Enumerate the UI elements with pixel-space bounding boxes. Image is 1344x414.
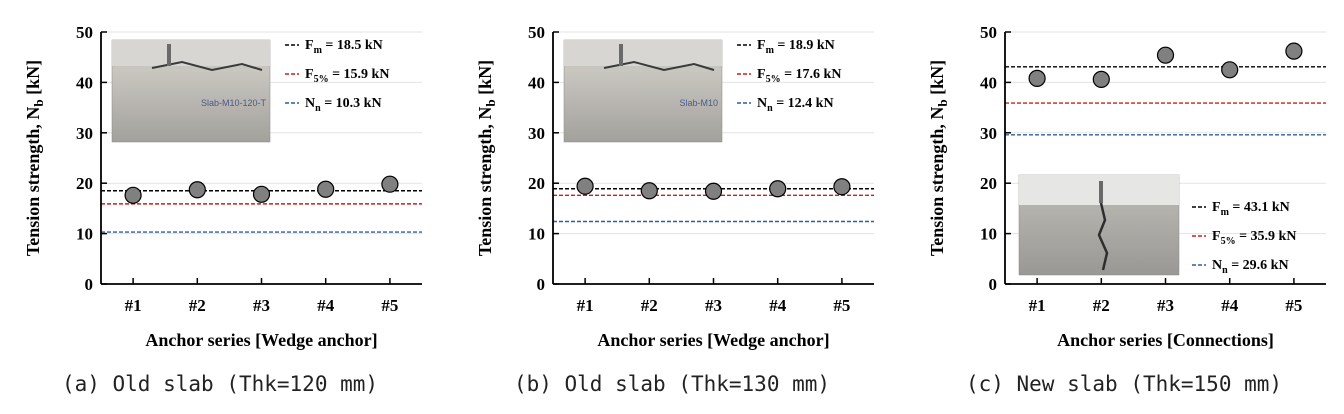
data-point xyxy=(1285,42,1303,60)
data-point xyxy=(576,177,594,195)
legend-label: Fm = 18.5 kN xyxy=(305,38,383,56)
x-tick-label: #1 xyxy=(125,296,142,315)
x-tick-label: #5 xyxy=(1285,296,1302,315)
legend-label: F5% = 35.9 kN xyxy=(1212,229,1296,247)
legend-label: Nn = 10.3 kN xyxy=(305,96,382,114)
y-tick-label: 10 xyxy=(76,225,93,244)
data-point xyxy=(317,180,335,198)
x-tick-label: #3 xyxy=(705,296,722,315)
x-tick-label: #5 xyxy=(833,296,850,315)
x-tick-label: #4 xyxy=(1221,296,1239,315)
chart-a: Slab-M10-120-T Fm = 18.5 kN F5% = 15.9 kN N… xyxy=(23,23,422,350)
data-point xyxy=(1092,70,1110,88)
photo-crack xyxy=(151,60,263,72)
legend-label: Fm = 43.1 kN xyxy=(1212,200,1290,218)
data-point xyxy=(640,182,658,200)
data-point xyxy=(252,185,271,203)
chart-b: Slab-M10 Fm = 18.9 kN F5% = 17.6 kN Nn = 12… xyxy=(475,23,874,350)
x-tick-label: #3 xyxy=(253,296,270,315)
photo-anchor xyxy=(167,44,171,66)
data-point xyxy=(1156,46,1175,64)
x-tick-label: #4 xyxy=(317,296,335,315)
chart-caption-c: (c) New slab (Thk=150 mm) xyxy=(965,372,1283,396)
x-tick-label: #2 xyxy=(1093,296,1110,315)
y-tick-label: 10 xyxy=(528,225,545,244)
y-axis-title: Tension strength, Nb [kN] xyxy=(23,60,46,256)
legend-label: F5% = 15.9 kN xyxy=(305,67,389,85)
y-axis-title: Tension strength, Nb [kN] xyxy=(927,60,950,256)
photo-anchor xyxy=(1099,181,1103,203)
chart-c: Fm = 43.1 kN F5% = 35.9 kN Nn = 29.6 kN 0 10… xyxy=(927,23,1326,350)
x-tick-label: #1 xyxy=(577,296,594,315)
photo-label: Slab-M10 xyxy=(679,98,718,108)
slab-photo: Slab-M10 xyxy=(563,39,723,143)
x-axis-title: Anchor series [Wedge anchor] xyxy=(597,330,829,350)
x-tick-label: #3 xyxy=(1157,296,1174,315)
x-axis-title: Anchor series [Wedge anchor] xyxy=(145,330,377,350)
y-tick-label: 10 xyxy=(980,225,997,244)
x-tick-label: #4 xyxy=(769,296,787,315)
y-tick-label: 30 xyxy=(528,124,545,143)
data-point xyxy=(188,181,206,199)
data-point xyxy=(124,186,142,204)
y-tick-label: 40 xyxy=(980,73,997,92)
photo-crack xyxy=(603,60,715,72)
y-tick-label: 0 xyxy=(989,275,998,294)
data-point xyxy=(769,180,787,198)
chart-panel-b: Slab-M10 Fm = 18.9 kN F5% = 17.6 kN Nn = 12… xyxy=(452,0,892,414)
y-tick-label: 40 xyxy=(76,73,93,92)
chart-panel-a: Slab-M10-120-T Fm = 18.5 kN F5% = 15.9 kN N… xyxy=(0,0,440,414)
slab-photo xyxy=(1018,174,1180,276)
legend-label: Nn = 29.6 kN xyxy=(1212,258,1289,276)
x-axis-title: Anchor series [Connections] xyxy=(1057,330,1274,350)
y-tick-label: 50 xyxy=(76,23,93,42)
chart-caption-a: (a) Old slab (Thk=120 mm) xyxy=(61,372,379,396)
data-point xyxy=(381,175,399,193)
y-tick-label: 30 xyxy=(76,124,93,143)
chart-panel-c: Fm = 43.1 kN F5% = 35.9 kN Nn = 29.6 kN 0 10… xyxy=(904,0,1344,414)
data-point xyxy=(1028,69,1046,87)
slab-photo: Slab-M10-120-T xyxy=(111,39,271,143)
y-tick-label: 20 xyxy=(528,174,545,193)
y-tick-label: 20 xyxy=(980,174,997,193)
y-tick-label: 30 xyxy=(980,124,997,143)
data-point xyxy=(833,178,851,196)
data-point xyxy=(704,182,723,200)
y-tick-label: 50 xyxy=(980,23,997,42)
photo-crack xyxy=(1097,202,1109,271)
y-axis-title: Tension strength, Nb [kN] xyxy=(475,60,498,256)
x-tick-label: #5 xyxy=(381,296,398,315)
photo-label: Slab-M10-120-T xyxy=(201,98,267,108)
legend-label: Nn = 12.4 kN xyxy=(757,96,834,114)
x-tick-label: #2 xyxy=(641,296,658,315)
x-tick-label: #2 xyxy=(189,296,206,315)
photo-slab-top xyxy=(564,40,722,66)
legend-label: F5% = 17.6 kN xyxy=(757,67,841,85)
y-tick-label: 0 xyxy=(537,275,546,294)
data-point xyxy=(1221,61,1239,79)
y-tick-label: 0 xyxy=(85,275,94,294)
legend-label: Fm = 18.9 kN xyxy=(757,38,835,56)
y-tick-label: 20 xyxy=(76,174,93,193)
photo-anchor xyxy=(619,44,623,66)
y-tick-label: 50 xyxy=(528,23,545,42)
photo-slab-top xyxy=(112,40,270,66)
x-tick-label: #1 xyxy=(1029,296,1046,315)
y-tick-label: 40 xyxy=(528,73,545,92)
chart-caption-b: (b) Old slab (Thk=130 mm) xyxy=(513,372,831,396)
